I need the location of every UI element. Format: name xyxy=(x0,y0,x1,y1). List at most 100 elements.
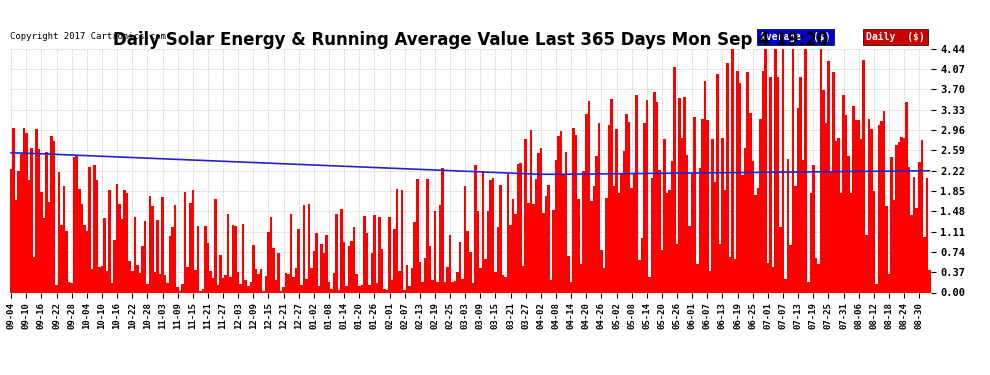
Bar xyxy=(535,179,538,292)
Bar xyxy=(184,192,186,292)
Bar xyxy=(764,49,766,292)
Bar xyxy=(466,231,469,292)
Bar xyxy=(219,255,222,292)
Bar xyxy=(409,286,411,292)
Bar xyxy=(794,186,797,292)
Bar xyxy=(426,179,429,292)
Bar xyxy=(318,286,320,292)
Bar xyxy=(41,192,43,292)
Bar xyxy=(872,191,875,292)
Bar xyxy=(833,72,835,292)
Bar xyxy=(191,190,194,292)
Bar xyxy=(895,145,898,292)
Bar xyxy=(23,128,25,292)
Bar xyxy=(252,245,254,292)
Bar xyxy=(822,90,825,292)
Bar xyxy=(797,108,800,292)
Bar xyxy=(131,271,134,292)
Bar xyxy=(855,120,857,292)
Bar xyxy=(880,121,883,292)
Bar xyxy=(655,102,658,292)
Bar xyxy=(30,148,33,292)
Bar xyxy=(179,291,181,292)
Bar xyxy=(559,131,562,292)
Bar xyxy=(857,120,860,292)
Bar xyxy=(432,280,434,292)
Bar xyxy=(577,199,580,292)
Bar xyxy=(360,285,363,292)
Bar xyxy=(544,196,547,292)
Bar xyxy=(368,285,370,292)
Bar xyxy=(817,264,820,292)
Bar xyxy=(207,243,209,292)
Bar xyxy=(38,148,41,292)
Bar xyxy=(453,281,456,292)
Bar xyxy=(838,138,840,292)
Bar xyxy=(532,204,535,292)
Bar xyxy=(683,97,686,292)
Bar xyxy=(108,190,111,292)
Bar xyxy=(830,171,833,292)
Bar xyxy=(285,273,287,292)
Bar xyxy=(926,178,928,292)
Bar xyxy=(166,282,169,292)
Bar xyxy=(308,204,310,292)
Bar xyxy=(75,155,78,292)
Bar xyxy=(877,125,880,292)
Bar xyxy=(411,268,414,292)
Bar xyxy=(232,225,235,292)
Bar xyxy=(701,120,704,292)
Bar xyxy=(134,217,136,292)
Bar xyxy=(644,123,645,292)
Bar xyxy=(585,114,587,292)
Bar xyxy=(217,285,219,292)
Bar xyxy=(403,290,406,292)
Bar xyxy=(613,186,616,292)
Bar xyxy=(815,258,817,292)
Bar xyxy=(800,77,802,292)
Bar xyxy=(828,61,830,292)
Bar xyxy=(57,172,60,292)
Bar xyxy=(525,140,527,292)
Bar xyxy=(325,236,328,292)
Bar xyxy=(18,171,20,292)
Bar xyxy=(608,124,610,292)
Bar xyxy=(303,206,305,292)
Bar xyxy=(789,245,792,292)
Bar xyxy=(628,122,631,292)
Bar xyxy=(264,276,267,292)
Bar xyxy=(784,279,787,292)
Bar xyxy=(812,165,815,292)
Bar xyxy=(610,99,613,292)
Bar xyxy=(442,168,444,292)
Text: Copyright 2017 Cartronics.com: Copyright 2017 Cartronics.com xyxy=(10,32,165,41)
Bar xyxy=(787,159,789,292)
Bar xyxy=(446,267,448,292)
Bar xyxy=(227,214,230,292)
Bar xyxy=(844,115,847,292)
Bar xyxy=(429,246,432,292)
Bar xyxy=(515,214,517,292)
Bar xyxy=(582,171,585,292)
Bar xyxy=(704,81,706,292)
Bar xyxy=(743,148,746,292)
Bar xyxy=(370,254,373,292)
Bar xyxy=(331,289,333,292)
Bar xyxy=(709,272,711,292)
Bar xyxy=(754,195,756,292)
Bar xyxy=(10,169,13,292)
Bar xyxy=(336,214,338,292)
Bar xyxy=(147,284,148,292)
Bar xyxy=(759,119,761,292)
Bar xyxy=(151,206,153,292)
Bar xyxy=(464,186,466,292)
Bar xyxy=(85,231,88,292)
Bar xyxy=(849,193,852,292)
Bar xyxy=(676,244,678,292)
Bar xyxy=(365,232,368,292)
Bar xyxy=(421,282,424,292)
Bar xyxy=(507,174,509,292)
Bar xyxy=(148,196,151,292)
Bar xyxy=(50,136,52,292)
Bar xyxy=(852,106,855,292)
